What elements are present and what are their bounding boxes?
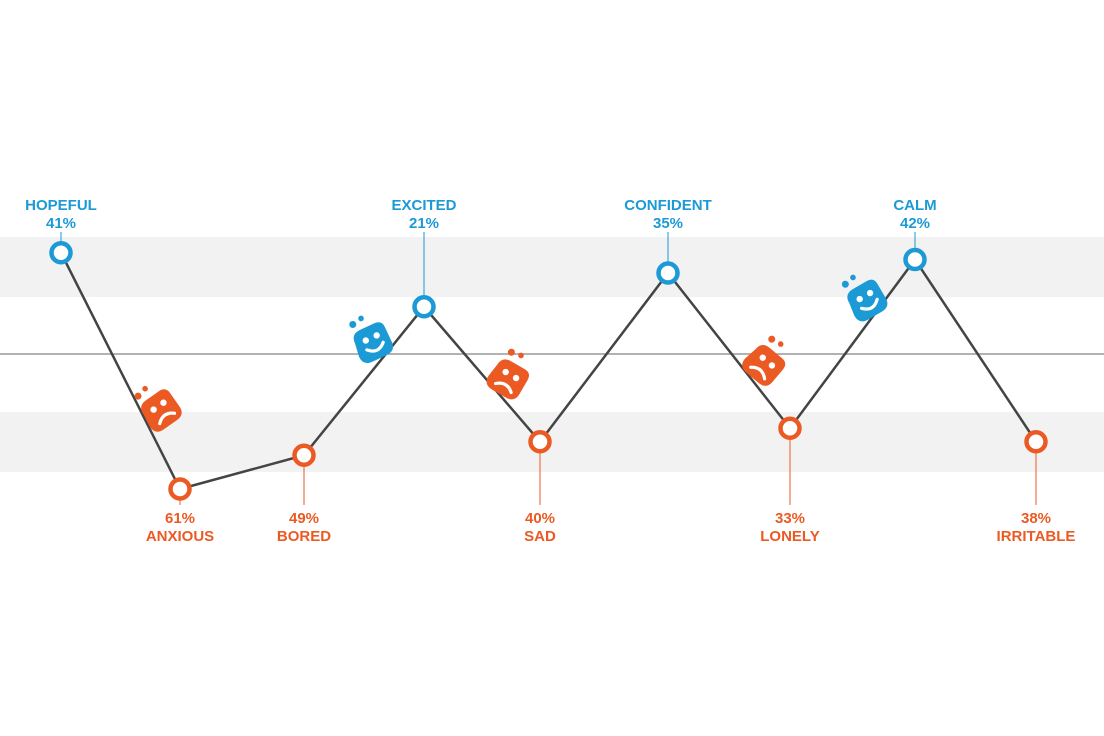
point-marker-sad (528, 430, 552, 454)
point-label-irritable: IRRITABLE (997, 528, 1076, 545)
point-marker-lonely (778, 416, 802, 440)
point-marker-confident (656, 261, 680, 285)
point-label-anxious: ANXIOUS (146, 528, 214, 545)
point-label-confident: CONFIDENT (624, 197, 712, 214)
sad-face-icon (742, 335, 786, 386)
point-marker-excited (412, 295, 436, 319)
point-marker-hopeful (49, 241, 73, 265)
upper-band (0, 237, 1104, 297)
sad-face-icon (486, 348, 530, 400)
happy-face-icon (841, 274, 888, 322)
point-value-irritable: 38% (1021, 510, 1051, 527)
point-value-calm: 42% (900, 215, 930, 232)
point-value-excited: 21% (409, 215, 439, 232)
point-label-hopeful: HOPEFUL (25, 197, 97, 214)
point-marker-bored (292, 443, 316, 467)
happy-face-icon (349, 315, 393, 363)
point-label-lonely: LONELY (760, 528, 819, 545)
point-value-sad: 40% (525, 510, 555, 527)
point-marker-irritable (1024, 430, 1048, 454)
sad-face-icon (134, 385, 182, 432)
point-label-calm: CALM (893, 197, 936, 214)
point-label-excited: EXCITED (391, 197, 456, 214)
point-value-hopeful: 41% (46, 215, 76, 232)
point-label-bored: BORED (277, 528, 331, 545)
point-label-sad: SAD (524, 528, 556, 545)
point-value-bored: 49% (289, 510, 319, 527)
point-value-lonely: 33% (775, 510, 805, 527)
point-value-anxious: 61% (165, 510, 195, 527)
point-value-confident: 35% (653, 215, 683, 232)
point-marker-calm (903, 247, 927, 272)
lower-band (0, 412, 1104, 472)
point-marker-anxious (168, 477, 192, 501)
